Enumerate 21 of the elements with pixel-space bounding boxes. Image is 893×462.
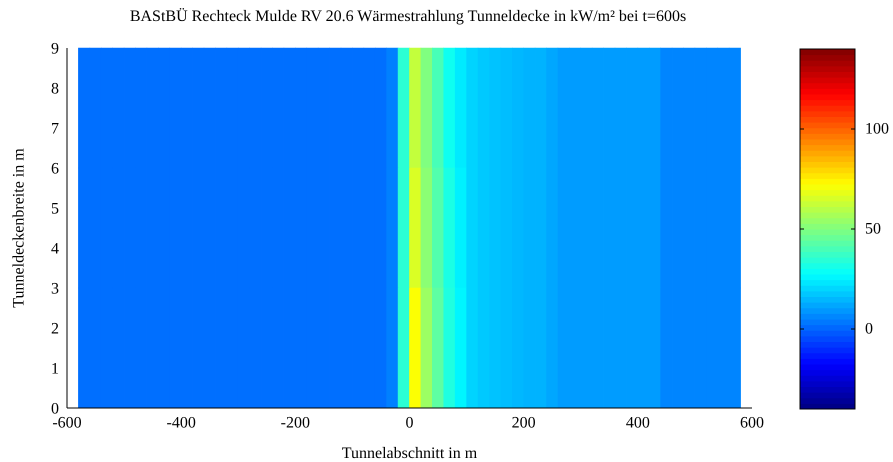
y-tick-label: 5 xyxy=(51,200,59,218)
x-axis-title: Tunnelabschnitt in m xyxy=(342,445,478,462)
x-tick-label: 400 xyxy=(626,414,650,432)
y-tick-label: 7 xyxy=(51,120,59,138)
y-tick-label: 4 xyxy=(51,240,59,258)
y-tick-label: 2 xyxy=(51,320,59,338)
chart-title: BAStBÜ Rechteck Mulde RV 20.6 Wärmestrahlung Tunneldecke in kW/m² bei t=600s xyxy=(128,8,688,26)
x-tick-label: 600 xyxy=(740,414,764,432)
y-tick-label: 9 xyxy=(51,40,59,58)
y-tick-label: 3 xyxy=(51,280,59,298)
y-tick-label: 1 xyxy=(51,360,59,378)
color-bar-label: 50 xyxy=(865,220,881,238)
color-bar-label: 0 xyxy=(865,320,873,338)
y-tick-label: 8 xyxy=(51,80,59,98)
color-bar-label: 100 xyxy=(865,120,889,138)
x-tick-label: -200 xyxy=(280,414,310,432)
x-tick-label: 0 xyxy=(406,414,414,432)
x-tick-label: -400 xyxy=(166,414,196,432)
x-tick-label: 200 xyxy=(512,414,536,432)
y-axis-title: Tunneldeckenbreite in m xyxy=(10,148,28,308)
y-tick-label: 6 xyxy=(51,160,59,178)
